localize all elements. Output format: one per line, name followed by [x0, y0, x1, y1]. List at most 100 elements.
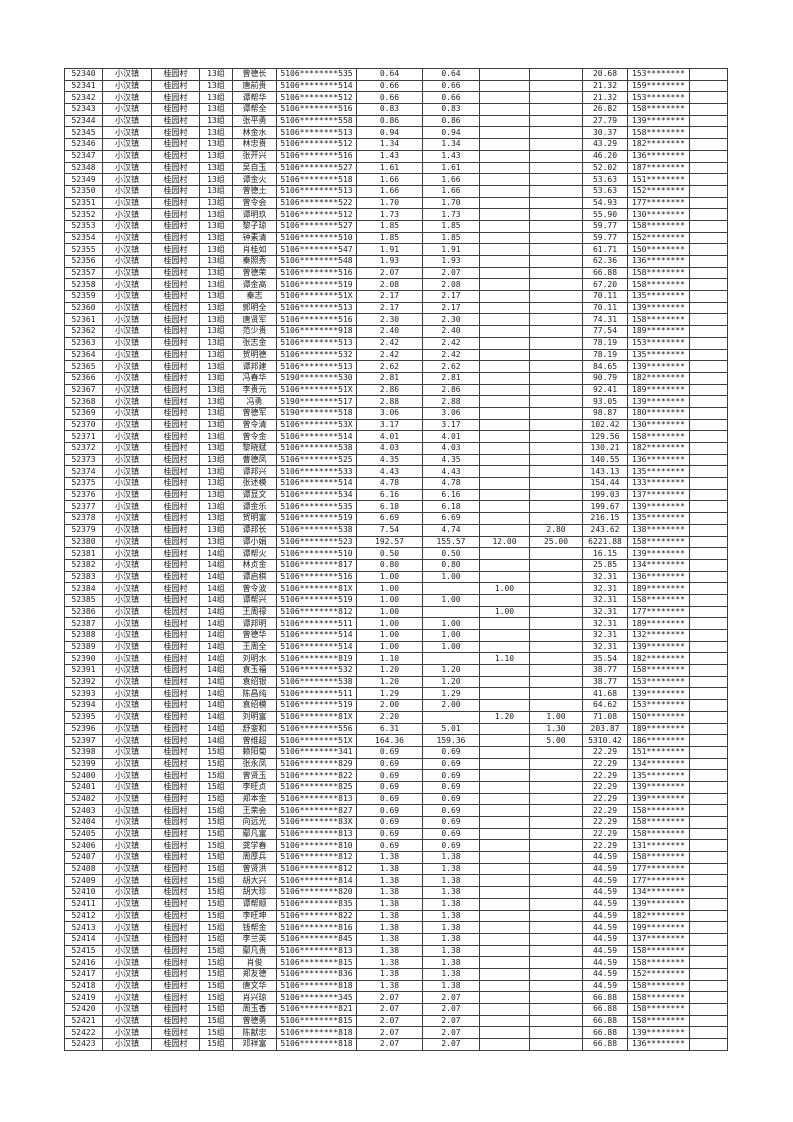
- cell-a2: 2.07: [422, 1038, 480, 1051]
- cell-phone: 153********: [627, 91, 690, 105]
- cell-a3: 92.41: [582, 383, 628, 397]
- cell-serial: 52418: [64, 979, 103, 993]
- cell-blank: [689, 745, 728, 759]
- cell-a3: 66.88: [582, 1014, 628, 1028]
- cell-c9: [479, 909, 530, 923]
- table-row: 52407 小汉镇 桂园村 15组 周厚兵 5106********812 1.38 1.38…: [64, 851, 728, 864]
- cell-phone: 150********: [627, 710, 690, 724]
- cell-town: 小汉镇: [102, 91, 152, 105]
- cell-a1: 0.69: [356, 816, 423, 829]
- table-row: 52420 小汉镇 桂园村 15组 周玉香 5106********821 2.07 2.07…: [64, 1003, 728, 1016]
- cell-c10: [529, 897, 583, 911]
- cell-c9: [479, 921, 530, 934]
- cell-a3: 44.59: [582, 851, 628, 864]
- cell-blank: [689, 418, 728, 432]
- cell-a1: 1.00: [356, 593, 423, 607]
- cell-a1: 2.20: [356, 710, 423, 724]
- cell-phone: 135********: [627, 465, 690, 479]
- cell-a2: 2.88: [422, 395, 480, 408]
- cell-phone: 153********: [627, 675, 690, 689]
- cell-id: 5106********812: [276, 605, 357, 619]
- table-row: 52375 小汉镇 桂园村 13组 张述模 5106********514 4.78 4.78…: [64, 477, 728, 490]
- cell-a3: 66.88: [582, 991, 628, 1004]
- cell-c10: [529, 114, 583, 128]
- cell-id: 5106********510: [276, 547, 357, 560]
- cell-a3: 59.77: [582, 231, 628, 245]
- cell-id: 5106********523: [276, 535, 357, 549]
- cell-blank: [689, 921, 728, 934]
- cell-a1: 1.00: [356, 640, 423, 654]
- cell-blank: [689, 79, 728, 93]
- cell-phone: 158********: [627, 827, 690, 841]
- cell-c10: [529, 383, 583, 397]
- cell-blank: [689, 944, 728, 958]
- cell-serial: 52410: [64, 886, 103, 899]
- cell-name: 赖阳菊: [232, 745, 277, 759]
- cell-c9: [479, 862, 530, 876]
- cell-group: 13组: [199, 313, 233, 327]
- cell-group: 14组: [199, 699, 233, 712]
- table-row: 52394 小汉镇 桂园村 14组 袁绍模 5106********519 2.00 2.00…: [64, 699, 728, 712]
- cell-village: 桂园村: [151, 103, 200, 116]
- cell-a3: 32.31: [582, 617, 628, 630]
- table-row: 52423 小汉镇 桂园村 15组 邓祥富 5106********818 2.07 2.07…: [64, 1038, 728, 1051]
- cell-c9: [479, 219, 530, 233]
- cell-phone: 151********: [627, 745, 690, 759]
- cell-phone: 187********: [627, 161, 690, 175]
- cell-c10: [529, 745, 583, 759]
- cell-a1: 2.17: [356, 290, 423, 303]
- cell-village: 桂园村: [151, 68, 200, 81]
- cell-a1: 0.66: [356, 79, 423, 93]
- cell-phone: 177********: [627, 862, 690, 876]
- cell-name: 郑本金: [232, 792, 277, 806]
- cell-a3: 44.59: [582, 909, 628, 923]
- table-row: 52369 小汉镇 桂园村 13组 曾德军 5190********518 3.06 3.06…: [64, 406, 728, 420]
- cell-c10: [529, 196, 583, 210]
- cell-a1: 1.38: [356, 932, 423, 946]
- cell-a1: 2.08: [356, 278, 423, 292]
- cell-blank: [689, 500, 728, 514]
- cell-blank: [689, 208, 728, 221]
- table-row: 52340 小汉镇 桂园村 13组 曾德长 5106********535 0.64 0.64…: [64, 68, 728, 81]
- cell-a2: 2.42: [422, 336, 480, 350]
- cell-serial: 52375: [64, 477, 103, 490]
- cell-c10: [529, 243, 583, 256]
- cell-a1: 0.69: [356, 757, 423, 771]
- cell-c9: [479, 348, 530, 362]
- table-row: 52342 小汉镇 桂园村 13组 谭帮华 5106********512 0.66 0.66…: [64, 91, 728, 105]
- cell-town: 小汉镇: [102, 792, 152, 806]
- cell-name: 曾贤玉: [232, 769, 277, 782]
- cell-phone: 182********: [627, 909, 690, 923]
- cell-c10: [529, 184, 583, 198]
- cell-village: 桂园村: [151, 79, 200, 93]
- cell-village: 桂园村: [151, 488, 200, 502]
- cell-village: 桂园村: [151, 780, 200, 794]
- table-row: 52365 小汉镇 桂园村 13组 谭邦建 5106********513 2.62 2.62…: [64, 360, 728, 373]
- cell-blank: [689, 138, 728, 151]
- cell-c9: [479, 523, 530, 537]
- cell-c9: [479, 699, 530, 712]
- table-row: 52412 小汉镇 桂园村 15组 李旺坤 5106********822 1.38 1.38…: [64, 909, 728, 923]
- cell-c9: [479, 769, 530, 782]
- cell-phone: 189********: [627, 617, 690, 630]
- cell-a3: 44.59: [582, 921, 628, 934]
- cell-c9: [479, 278, 530, 292]
- cell-a2: 1.85: [422, 231, 480, 245]
- cell-serial: 52364: [64, 348, 103, 362]
- cell-a1: 2.40: [356, 325, 423, 338]
- cell-village: 桂园村: [151, 325, 200, 338]
- cell-serial: 52352: [64, 208, 103, 221]
- cell-a2: 0.69: [422, 804, 480, 817]
- cell-a2: 4.01: [422, 430, 480, 443]
- cell-group: 15组: [199, 839, 233, 853]
- cell-a1: 164.36: [356, 734, 423, 747]
- table-row: 52416 小汉镇 桂园村 15组 肖俊 5106********815 1.38 1.38 4…: [64, 956, 728, 969]
- cell-name: 林金水: [232, 126, 277, 140]
- cell-id: 5106********518: [276, 173, 357, 186]
- cell-town: 小汉镇: [102, 348, 152, 362]
- cell-name: 曾维超: [232, 734, 277, 747]
- cell-town: 小汉镇: [102, 383, 152, 397]
- cell-a1: 1.38: [356, 886, 423, 899]
- cell-id: 5106********519: [276, 593, 357, 607]
- cell-name: 舒銮和: [232, 722, 277, 736]
